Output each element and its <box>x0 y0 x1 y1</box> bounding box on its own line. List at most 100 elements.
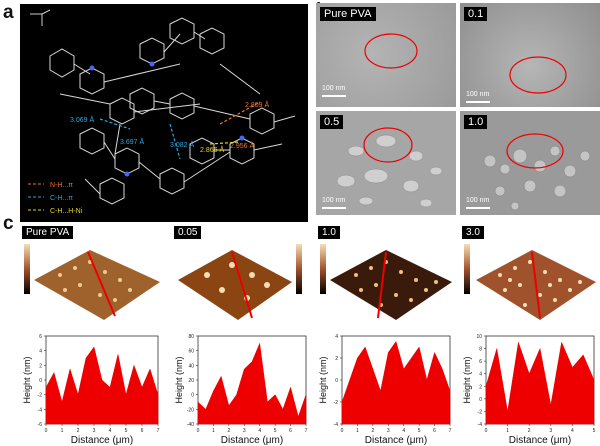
y-tick-label: 2 <box>335 356 338 362</box>
y-tick-label: 0 <box>335 378 338 384</box>
scale-bar-label: 100 nm <box>322 197 346 204</box>
molecular-model-panel: 2.809 Å 3.069 Å 3.697 Å 3.082 Å 2.956 Å … <box>20 4 308 222</box>
tem-image-0-5: 0.5 100 nm <box>316 111 456 215</box>
afm-surface-pure-pva: Pure PVA <box>20 226 164 326</box>
afm-profile-line <box>87 251 116 317</box>
distance-label-3: 3.697 Å <box>120 137 144 146</box>
afm-label-3-0: 3.0 <box>462 226 484 239</box>
molecule-skeleton <box>49 17 296 205</box>
y-tick-label: 2 <box>39 363 42 369</box>
x-axis-label: Distance (μm) <box>365 435 427 446</box>
x-tick-label: 3 <box>387 428 390 434</box>
tem-highlight-ring <box>509 56 567 94</box>
tem-image-1-0: 1.0 100 nm <box>460 111 600 215</box>
x-tick-label: 3 <box>549 428 552 434</box>
panel-label-a: a <box>3 2 14 23</box>
y-tick-label: -2 <box>38 393 43 399</box>
ch-pi-bond-1 <box>99 118 131 130</box>
height-profile-chart-1: -6 -4 -2 0 2 4 6 0 1 2 3 4 5 6 7 Distance (μm) Height (n… <box>22 334 160 446</box>
x-tick-label: 1 <box>506 428 509 434</box>
x-tick-label: 2 <box>77 428 80 434</box>
y-tick-label: -4 <box>38 407 43 413</box>
y-axis-label: Height (nm) <box>174 356 184 403</box>
y-tick-label: 4 <box>39 349 42 355</box>
legend-ch: C-H...π <box>50 195 73 202</box>
x-tick-label: 1 <box>212 428 215 434</box>
x-tick-label: 3 <box>93 428 96 434</box>
x-tick-label: 6 <box>289 428 292 434</box>
x-tick-label: 2 <box>371 428 374 434</box>
legend-nh: N-H...π <box>50 182 73 189</box>
distance-label-1: 2.809 Å <box>245 100 269 109</box>
x-tick-label: 7 <box>305 428 308 434</box>
height-profile-chart-4: -4 -2 0 2 4 6 8 10 0 1 2 3 4 5 Distance (μm) Height (nm… <box>462 334 596 446</box>
y-tick-label: 8 <box>479 347 482 353</box>
y-tick-label: 2 <box>479 384 482 390</box>
afm-surface-0-05: 0.05 <box>172 226 312 326</box>
afm-label-pure-pva: Pure PVA <box>22 226 74 239</box>
x-tick-label: 5 <box>274 428 277 434</box>
distance-label-2: 3.069 Å <box>70 115 94 124</box>
x-tick-label: 5 <box>593 428 596 434</box>
x-tick-label: 4 <box>402 428 405 434</box>
x-tick-label: 6 <box>433 428 436 434</box>
x-tick-label: 0 <box>485 428 488 434</box>
x-tick-label: 6 <box>141 428 144 434</box>
ch-pi-bond-2 <box>169 123 181 160</box>
afm-surface-3-0: 3.0 <box>460 226 600 326</box>
x-tick-label: 4 <box>258 428 261 434</box>
distance-label-6: 2.866 Å <box>200 145 224 154</box>
tem-label-0-5: 0.5 <box>320 115 344 129</box>
y-tick-label: -6 <box>38 422 43 428</box>
legend-chh: C-H...H-Ni <box>50 208 83 215</box>
x-tick-label: 0 <box>197 428 200 434</box>
x-tick-label: 3 <box>243 428 246 434</box>
molecular-model-svg: 2.809 Å 3.069 Å 3.697 Å 3.082 Å 2.956 Å … <box>28 9 296 215</box>
axis-triad-icon <box>30 9 51 26</box>
x-tick-label: 7 <box>449 428 452 434</box>
y-tick-label: -4 <box>334 422 339 428</box>
x-tick-label: 1 <box>61 428 64 434</box>
afm-surface-1-0: 1.0 <box>316 226 456 326</box>
chh-bond <box>209 141 241 145</box>
x-tick-label: 0 <box>45 428 48 434</box>
y-tick-label: -2 <box>478 409 483 415</box>
scale-bar <box>322 207 346 209</box>
afm-profile-line <box>377 251 387 319</box>
afm-profile-line <box>231 251 253 319</box>
x-tick-label: 4 <box>109 428 112 434</box>
panel-label-c: c <box>3 213 14 234</box>
y-tick-label: 0 <box>39 378 42 384</box>
tem-label-pure-pva: Pure PVA <box>320 7 376 21</box>
scale-bar <box>322 95 346 97</box>
x-tick-label: 2 <box>528 428 531 434</box>
y-axis-label: Height (nm) <box>318 356 328 403</box>
height-profile-area <box>341 340 451 425</box>
nitrogen-atoms <box>89 61 245 177</box>
tem-label-0-1: 0.1 <box>464 7 488 21</box>
y-tick-label: -2 <box>334 400 339 406</box>
x-tick-label: 5 <box>125 428 128 434</box>
nh-pi-bond <box>219 101 261 125</box>
tem-image-0-1: 0.1 100 nm <box>460 3 600 107</box>
height-profile-area <box>485 341 595 425</box>
x-axis-label: Distance (μm) <box>71 435 133 446</box>
y-tick-label: -4 <box>478 422 483 428</box>
scale-bar-label: 100 nm <box>466 197 490 204</box>
y-axis-label: Height (nm) <box>462 356 472 403</box>
x-tick-label: 1 <box>356 428 359 434</box>
height-profile-area <box>45 346 159 425</box>
y-tick-label: 4 <box>479 372 482 378</box>
x-tick-label: 0 <box>341 428 344 434</box>
tem-highlight-ring <box>364 33 418 69</box>
distance-label-4: 3.082 Å <box>170 140 194 149</box>
scale-bar <box>466 207 490 209</box>
afm-label-0-05: 0.05 <box>174 226 202 239</box>
y-tick-label: -20 <box>187 407 194 413</box>
tem-label-1-0: 1.0 <box>464 115 488 129</box>
height-profile-chart-3: -4 -2 0 2 4 0 1 2 3 4 5 6 7 Distance (μm) Height (nm) <box>318 334 452 446</box>
x-tick-label: 4 <box>571 428 574 434</box>
distance-label-5: 2.956 Å <box>230 141 254 150</box>
x-tick-label: 7 <box>157 428 160 434</box>
y-tick-label: 80 <box>188 334 194 340</box>
